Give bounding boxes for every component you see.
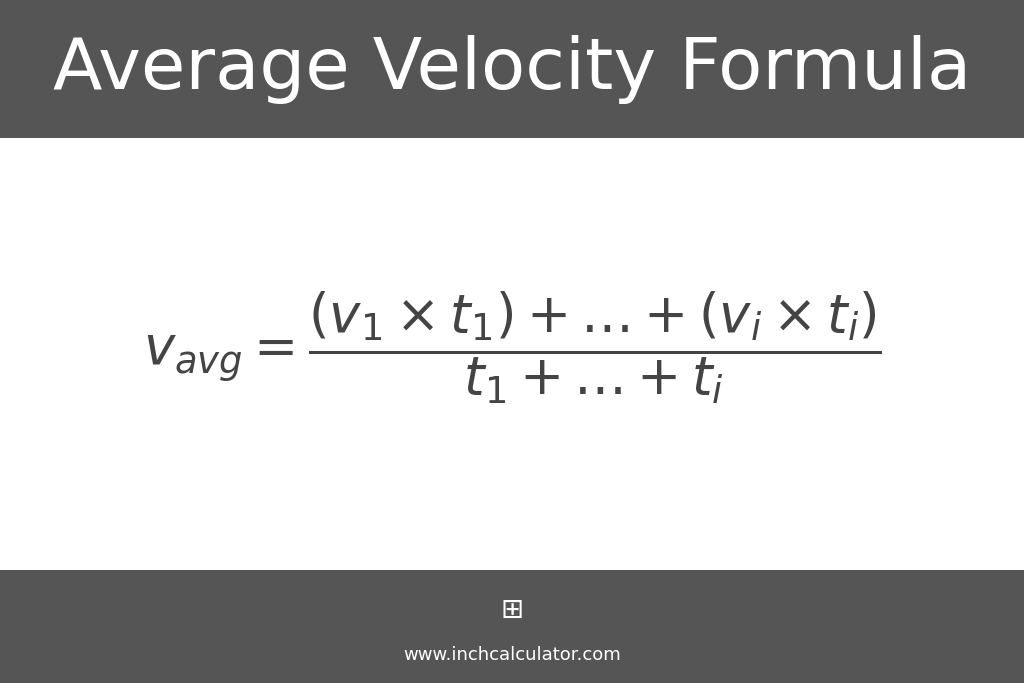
Text: www.inchcalculator.com: www.inchcalculator.com <box>403 645 621 664</box>
Text: $v_{avg} = \dfrac{(v_1 \times t_1) + \ldots + (v_i \times t_i)}{t_1 + \ldots + t: $v_{avg} = \dfrac{(v_1 \times t_1) + \ld… <box>142 289 882 405</box>
Text: Average Velocity Formula: Average Velocity Formula <box>53 35 971 104</box>
Text: ⊞: ⊞ <box>501 596 523 624</box>
Bar <box>0 0 1024 138</box>
Bar <box>0 570 1024 683</box>
